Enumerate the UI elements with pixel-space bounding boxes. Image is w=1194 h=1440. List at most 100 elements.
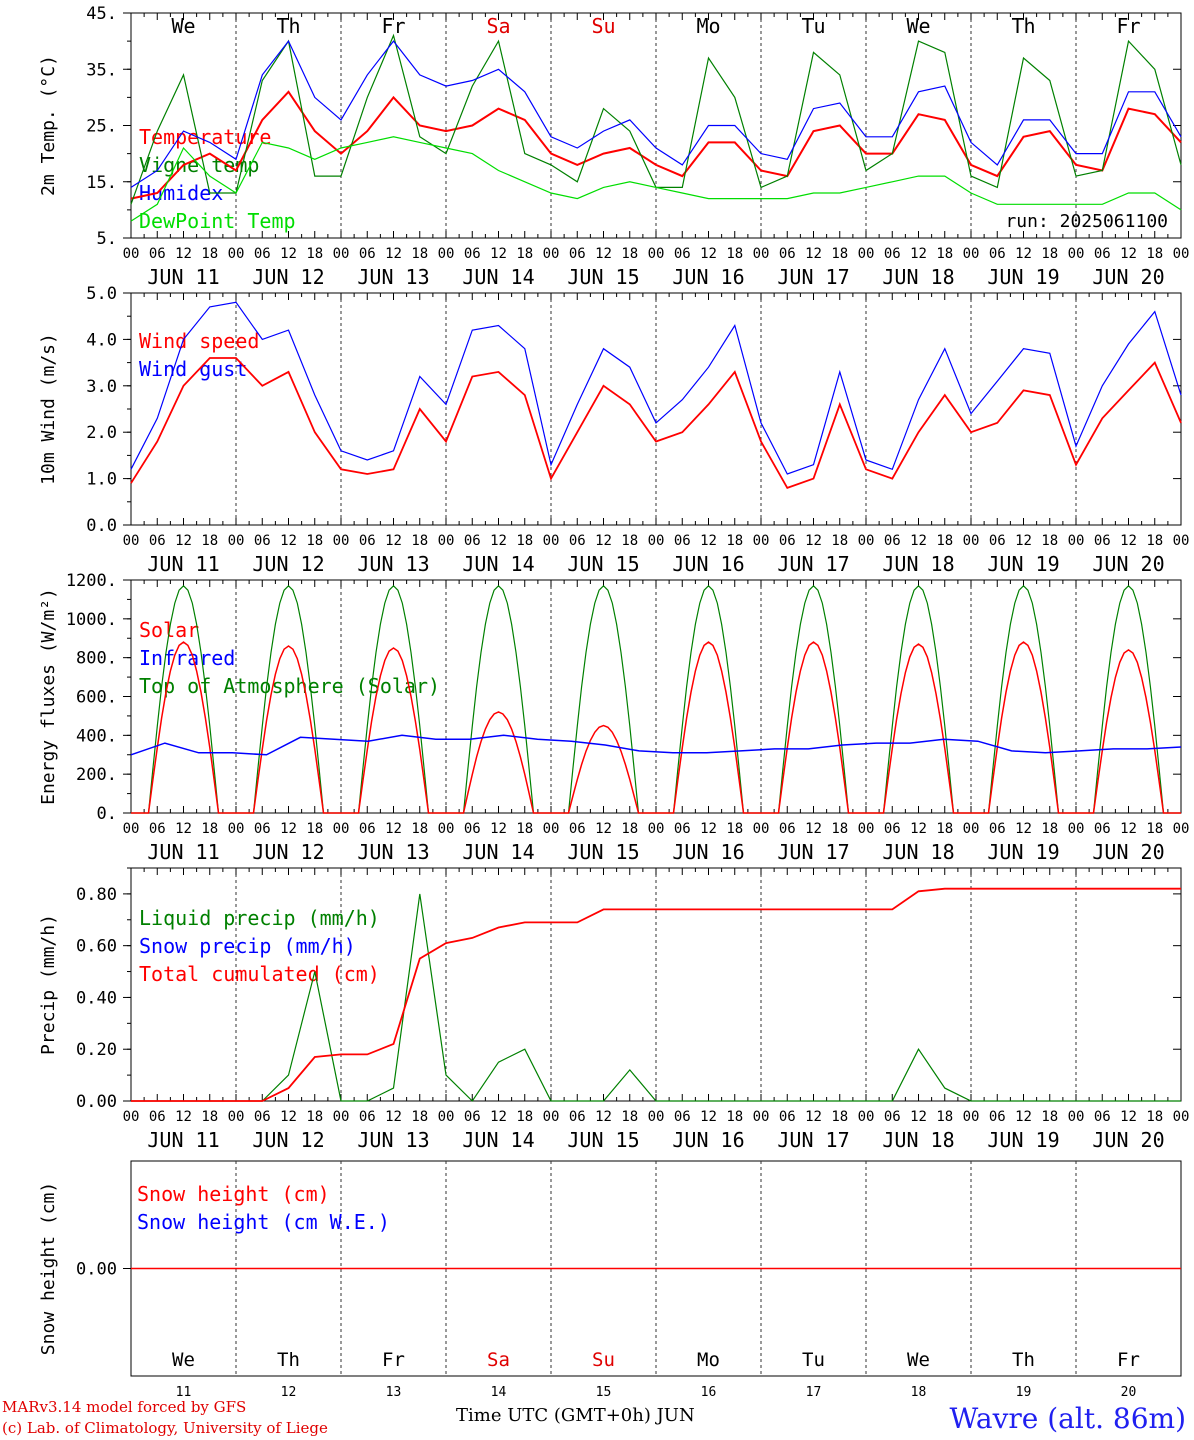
hour-tick-label: 06 <box>1094 821 1111 837</box>
hour-tick-label: 00 <box>438 1109 455 1125</box>
y-tick-label: 0.00 <box>76 1092 117 1112</box>
hour-tick-label: 06 <box>779 246 796 262</box>
day-label: JUN 14 <box>462 1128 534 1152</box>
hour-tick-label: 18 <box>411 821 428 837</box>
hour-tick-label: 12 <box>1120 821 1137 837</box>
hour-tick-label: 12 <box>490 533 507 549</box>
hour-tick-label: 00 <box>858 1109 875 1125</box>
day-label: JUN 15 <box>567 265 639 289</box>
y-tick-label: 0.40 <box>76 988 117 1008</box>
weekday-label: We <box>171 14 195 38</box>
hour-tick-label: 00 <box>438 821 455 837</box>
weekday-label: Th <box>276 14 300 38</box>
weekday-label: Fr <box>1116 14 1140 38</box>
hour-tick-label: 12 <box>175 821 192 837</box>
day-label: JUN 13 <box>357 265 429 289</box>
hour-tick-label: 18 <box>831 821 848 837</box>
day-number-label: 20 <box>1121 1385 1137 1400</box>
hour-tick-label: 00 <box>438 246 455 262</box>
hour-tick-label: 12 <box>490 246 507 262</box>
y-tick-label: 3.0 <box>86 377 117 397</box>
hour-tick-label: 18 <box>831 246 848 262</box>
y-tick-label: 0.20 <box>76 1040 117 1060</box>
y-tick-label: 0. <box>97 804 117 824</box>
hour-tick-label: 18 <box>1041 821 1058 837</box>
hour-tick-label: 00 <box>333 533 350 549</box>
hour-tick-label: 00 <box>228 533 245 549</box>
hour-tick-label: 06 <box>989 246 1006 262</box>
hour-tick-label: 18 <box>621 1109 638 1125</box>
y-tick-label: 1200. <box>66 571 117 591</box>
hour-tick-label: 18 <box>726 821 743 837</box>
legend-entry: Snow precip (mm/h) <box>139 934 356 958</box>
day-label: JUN 11 <box>147 1128 219 1152</box>
hour-tick-label: 12 <box>910 533 927 549</box>
y-axis-label: Precip (mm/h) <box>38 914 59 1055</box>
legend-entry: Top of Atmosphere (Solar) <box>139 674 440 698</box>
hour-tick-label: 12 <box>700 533 717 549</box>
hour-tick-label: 06 <box>254 533 271 549</box>
series-liquid-precip-mm-h- <box>131 893 1181 1102</box>
day-number-label: 16 <box>701 1385 717 1400</box>
hour-tick-label: 00 <box>858 246 875 262</box>
series-infrared <box>130 734 1182 756</box>
hour-tick-label: 18 <box>306 821 323 837</box>
hour-tick-label: 12 <box>385 246 402 262</box>
hour-tick-label: 18 <box>306 246 323 262</box>
hour-tick-label: 00 <box>1068 533 1085 549</box>
weekday-label: Su <box>592 1349 615 1371</box>
hour-tick-label: 18 <box>516 821 533 837</box>
legend-entry: DewPoint Temp <box>139 209 296 233</box>
hour-tick-label: 12 <box>175 533 192 549</box>
y-tick-label: 200. <box>76 765 117 785</box>
day-number-label: 19 <box>1016 1385 1032 1400</box>
y-axis-label: Energy fluxes (W/m²) <box>38 588 59 805</box>
day-label: JUN 17 <box>777 840 849 864</box>
hour-tick-label: 00 <box>753 821 770 837</box>
weekday-label: Mo <box>697 1349 720 1371</box>
legend-entry: Liquid precip (mm/h) <box>139 906 380 930</box>
hour-tick-label: 18 <box>726 246 743 262</box>
hour-tick-label: 18 <box>1041 533 1058 549</box>
hour-tick-label: 12 <box>910 821 927 837</box>
hour-tick-label: 06 <box>884 246 901 262</box>
legend-entry: Snow height (cm) <box>137 1182 330 1206</box>
hour-tick-label: 18 <box>1146 1109 1163 1125</box>
hour-tick-label: 12 <box>1015 533 1032 549</box>
weekday-label: Th <box>1012 1349 1035 1371</box>
day-number-label: 18 <box>911 1385 927 1400</box>
hour-tick-label: 12 <box>805 1109 822 1125</box>
y-tick-label: 2.0 <box>86 423 117 443</box>
hour-tick-label: 12 <box>700 1109 717 1125</box>
weekday-label: We <box>172 1349 195 1371</box>
hour-tick-label: 18 <box>831 1109 848 1125</box>
hour-tick-label: 06 <box>779 821 796 837</box>
hour-tick-label: 12 <box>490 1109 507 1125</box>
hour-tick-label: 12 <box>1015 1109 1032 1125</box>
legend-entry: Infrared <box>139 646 235 670</box>
hour-tick-label: 00 <box>123 821 140 837</box>
weekday-label: Th <box>277 1349 300 1371</box>
day-label: JUN 13 <box>357 1128 429 1152</box>
hour-tick-label: 00 <box>543 533 560 549</box>
hour-tick-label: 18 <box>201 533 218 549</box>
y-tick-label: 400. <box>76 726 117 746</box>
day-label: JUN 14 <box>462 552 534 576</box>
hour-tick-label: 00 <box>228 1109 245 1125</box>
day-label: JUN 11 <box>147 265 219 289</box>
hour-tick-label: 06 <box>884 821 901 837</box>
y-tick-label: 15. <box>86 173 117 193</box>
hour-tick-label: 06 <box>674 246 691 262</box>
day-label: JUN 14 <box>462 840 534 864</box>
hour-tick-label: 06 <box>1094 246 1111 262</box>
hour-tick-label: 00 <box>648 821 665 837</box>
y-axis-label: Snow height (cm) <box>38 1182 59 1355</box>
hour-tick-label: 12 <box>595 821 612 837</box>
hour-tick-label: 00 <box>1173 246 1190 262</box>
hour-tick-label: 18 <box>936 1109 953 1125</box>
hour-tick-label: 00 <box>123 246 140 262</box>
y-tick-label: 1.0 <box>86 470 117 490</box>
hour-tick-label: 12 <box>805 246 822 262</box>
hour-tick-label: 00 <box>1173 821 1190 837</box>
